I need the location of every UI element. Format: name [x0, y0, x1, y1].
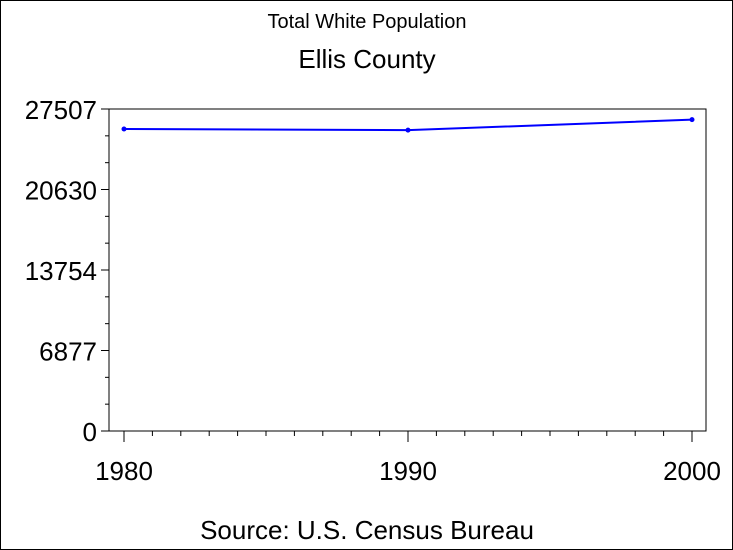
chart-subtitle: Ellis County	[298, 44, 435, 74]
source-footnote: Source: U.S. Census Bureau	[200, 515, 534, 545]
data-point	[405, 127, 411, 133]
data-point	[121, 126, 127, 132]
y-tick-label: 6877	[39, 336, 97, 366]
y-tick-label: 0	[83, 417, 97, 447]
x-axis: 1980 1990 2000	[95, 431, 721, 486]
x-tick-label: 2000	[663, 456, 721, 486]
data-point	[689, 117, 695, 123]
y-axis: 0 6877 13754 20630 27507	[25, 95, 109, 447]
y-tick-label: 20630	[25, 176, 97, 206]
chart-title: Total White Population	[267, 11, 466, 33]
series-layer	[121, 117, 695, 133]
plot-area	[108, 108, 707, 432]
x-tick-label: 1990	[379, 456, 437, 486]
y-tick-label: 13754	[25, 256, 97, 286]
x-tick-label: 1980	[95, 456, 153, 486]
y-tick-label: 27507	[25, 95, 97, 125]
